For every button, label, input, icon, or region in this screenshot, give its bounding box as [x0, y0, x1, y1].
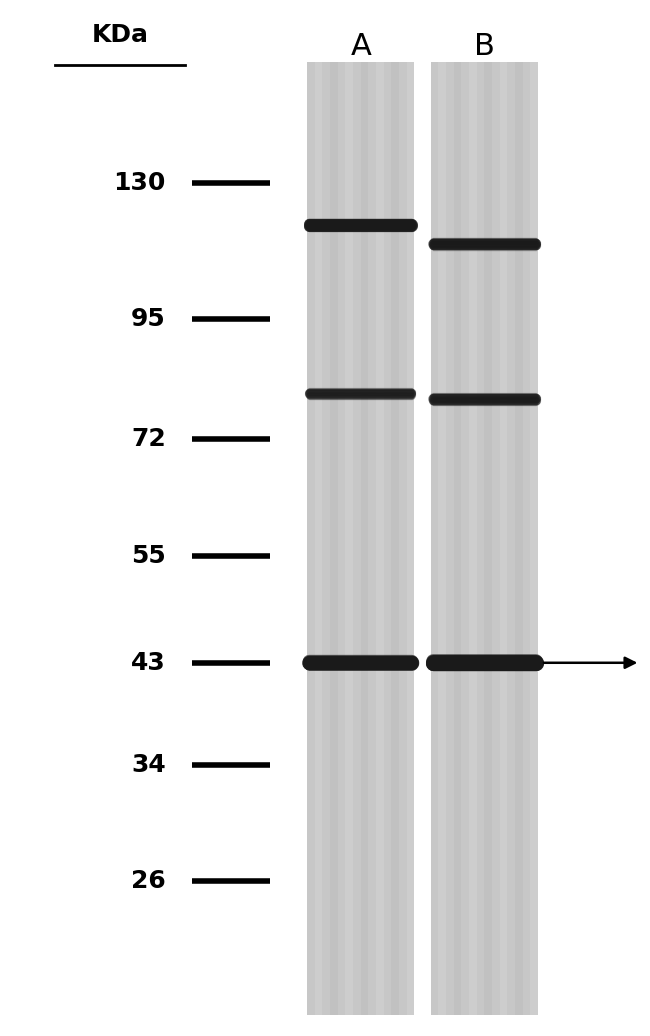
Text: B: B — [474, 32, 495, 61]
Bar — [430, 62, 538, 1015]
Bar — [476, 62, 484, 1015]
Bar — [430, 62, 438, 1015]
Bar — [500, 62, 507, 1015]
Bar — [446, 62, 454, 1015]
Bar — [376, 62, 384, 1015]
Bar — [469, 62, 476, 1015]
Bar — [361, 62, 369, 1015]
Text: A: A — [350, 32, 371, 61]
Bar — [307, 62, 415, 1015]
Text: 34: 34 — [131, 752, 166, 777]
Bar — [384, 62, 391, 1015]
Bar — [523, 62, 530, 1015]
Bar — [338, 62, 345, 1015]
Text: KDa: KDa — [92, 23, 149, 47]
Bar — [315, 62, 322, 1015]
Bar — [345, 62, 353, 1015]
Bar — [507, 62, 515, 1015]
Bar — [438, 62, 446, 1015]
Text: 72: 72 — [131, 427, 166, 452]
Bar — [515, 62, 523, 1015]
Bar — [492, 62, 500, 1015]
Bar — [322, 62, 330, 1015]
Bar — [462, 62, 469, 1015]
Bar — [454, 62, 462, 1015]
Text: 26: 26 — [131, 869, 166, 893]
Bar — [407, 62, 415, 1015]
Bar — [330, 62, 338, 1015]
Bar — [353, 62, 361, 1015]
Text: 95: 95 — [131, 308, 166, 332]
Bar — [484, 62, 492, 1015]
Bar — [369, 62, 376, 1015]
Bar — [530, 62, 538, 1015]
Text: 55: 55 — [131, 544, 166, 568]
Text: 43: 43 — [131, 651, 166, 674]
Bar — [307, 62, 315, 1015]
Bar — [399, 62, 407, 1015]
Bar — [391, 62, 399, 1015]
Text: 130: 130 — [113, 171, 166, 195]
